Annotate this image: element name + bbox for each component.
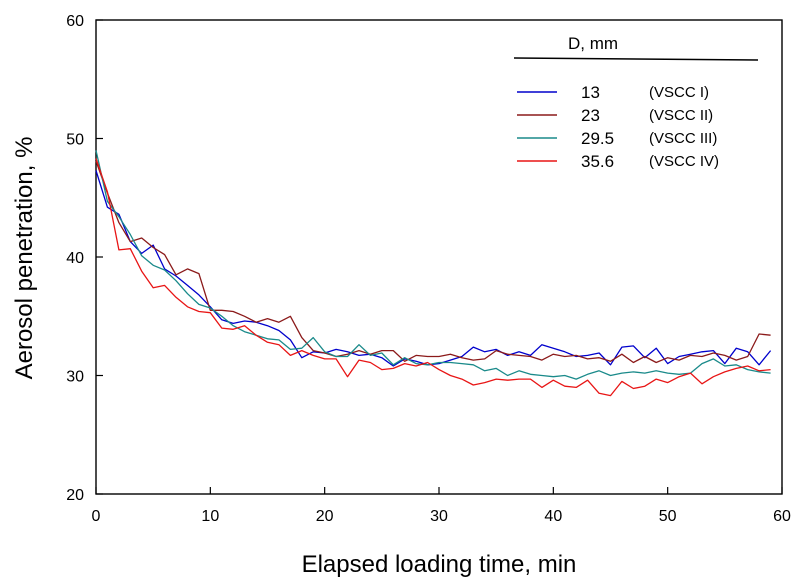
- x-tick-label: 60: [773, 508, 791, 525]
- x-tick-label: 30: [430, 508, 448, 525]
- legend-sub-label: (VSCC IV): [649, 153, 719, 170]
- legend-rule: [513, 57, 759, 61]
- y-tick-label: 60: [66, 13, 84, 30]
- x-tick-label: 10: [201, 508, 219, 525]
- legend-title: D, mm: [568, 34, 618, 53]
- y-tick-label: 50: [66, 132, 84, 149]
- x-tick-label: 20: [316, 508, 334, 525]
- legend-label: 23: [581, 106, 600, 125]
- legend-sub-label: (VSCC III): [649, 130, 717, 147]
- series-line-4: [95, 158, 771, 397]
- legend-sub-label: (VSCC I): [649, 84, 709, 101]
- axis-ticks: 0 10 20 30 40 50 60 20 30 40 50 60: [66, 13, 791, 525]
- series-line-2: [95, 160, 771, 364]
- series-line-3: [95, 150, 771, 380]
- y-tick-label: 40: [66, 250, 84, 267]
- series-line-1: [95, 170, 772, 367]
- x-axis-title: Elapsed loading time, min: [302, 551, 577, 578]
- legend-sub-label: (VSCC II): [649, 107, 713, 124]
- legend-label: 13: [581, 83, 600, 102]
- x-tick-label: 50: [659, 508, 677, 525]
- legend: D, mm 13 (VSCC I) 23 (VSCC II) 29.5 (VSCC III)…: [513, 34, 759, 171]
- y-axis-title: Aerosol penetration, %: [11, 137, 38, 380]
- legend-label: 35.6: [581, 152, 614, 171]
- x-tick-label: 40: [544, 508, 562, 525]
- x-tick-label: 0: [92, 508, 101, 525]
- y-tick-label: 30: [66, 369, 84, 386]
- series-layer: [95, 150, 772, 397]
- legend-label: 29.5: [581, 129, 614, 148]
- y-tick-label: 20: [66, 487, 84, 504]
